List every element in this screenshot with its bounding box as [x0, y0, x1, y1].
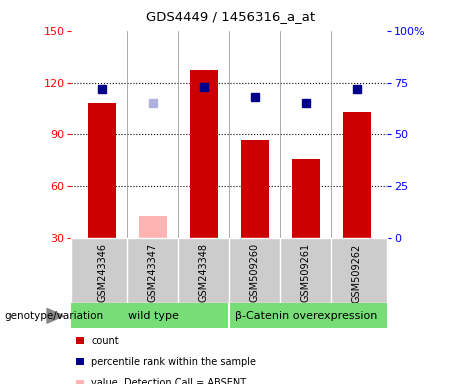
Bar — [88, 103, 116, 238]
Text: GSM509262: GSM509262 — [352, 243, 362, 303]
Text: GSM243346: GSM243346 — [97, 243, 107, 302]
Text: value, Detection Call = ABSENT: value, Detection Call = ABSENT — [91, 378, 246, 384]
Text: count: count — [91, 336, 119, 346]
Text: GSM509260: GSM509260 — [250, 243, 260, 303]
Bar — [139, 216, 167, 238]
Text: β-Catenin overexpression: β-Catenin overexpression — [235, 311, 377, 321]
Text: GSM243348: GSM243348 — [199, 243, 209, 302]
Text: GSM243347: GSM243347 — [148, 243, 158, 303]
Text: GSM509261: GSM509261 — [301, 243, 311, 303]
Text: GDS4449 / 1456316_a_at: GDS4449 / 1456316_a_at — [146, 10, 315, 23]
Text: percentile rank within the sample: percentile rank within the sample — [91, 357, 256, 367]
Bar — [241, 140, 269, 238]
Text: genotype/variation: genotype/variation — [5, 311, 104, 321]
Bar — [292, 159, 320, 238]
Polygon shape — [47, 308, 64, 323]
Bar — [190, 71, 218, 238]
Bar — [343, 112, 371, 238]
Text: wild type: wild type — [128, 311, 178, 321]
